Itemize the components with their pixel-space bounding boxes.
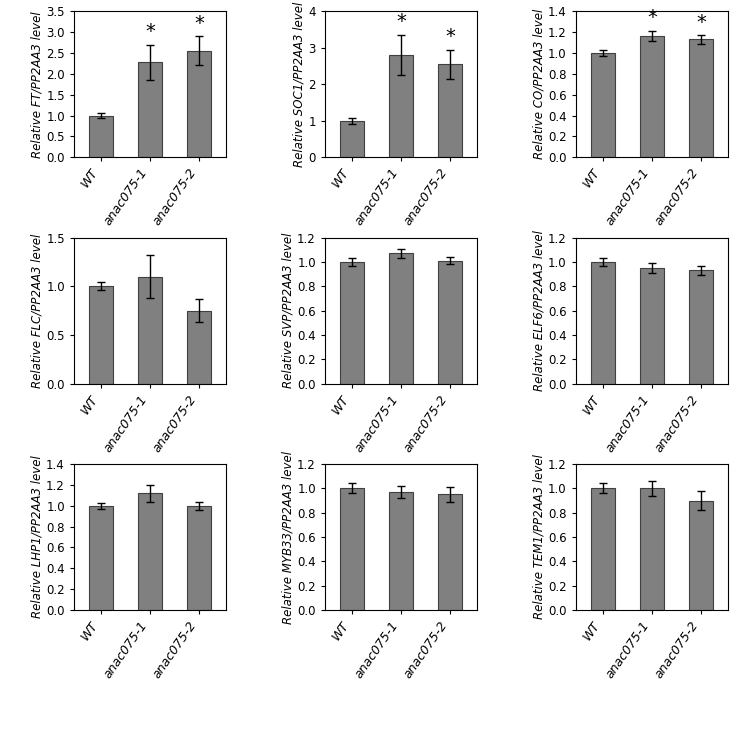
Bar (639, 36, 664, 157)
Bar (340, 488, 364, 610)
Bar (590, 262, 615, 384)
Bar (187, 311, 211, 384)
Bar (689, 501, 713, 610)
Text: *: * (396, 12, 406, 31)
Bar (590, 53, 615, 157)
Text: *: * (445, 27, 455, 46)
Text: *: * (194, 13, 204, 33)
Bar (137, 493, 163, 610)
Bar (437, 64, 462, 157)
Bar (437, 260, 462, 384)
Y-axis label: Relative MYB33/PP2AA3 level: Relative MYB33/PP2AA3 level (282, 451, 294, 623)
Y-axis label: Relative SVP/PP2AA3 level: Relative SVP/PP2AA3 level (282, 233, 294, 388)
Text: *: * (145, 22, 155, 42)
Bar (340, 121, 364, 157)
Bar (389, 254, 413, 384)
Y-axis label: Relative SOC1/PP2AA3 level: Relative SOC1/PP2AA3 level (293, 1, 305, 167)
Bar (137, 277, 163, 384)
Bar (437, 495, 462, 610)
Bar (389, 492, 413, 610)
Bar (89, 115, 113, 157)
Bar (389, 55, 413, 157)
Y-axis label: Relative CO/PP2AA3 level: Relative CO/PP2AA3 level (532, 9, 545, 159)
Bar (639, 268, 664, 384)
Text: *: * (696, 13, 706, 31)
Bar (689, 39, 713, 157)
Text: *: * (647, 8, 657, 28)
Bar (89, 506, 113, 610)
Bar (639, 488, 664, 610)
Y-axis label: Relative ELF6/PP2AA3 level: Relative ELF6/PP2AA3 level (532, 230, 545, 391)
Bar (340, 262, 364, 384)
Y-axis label: Relative LHP1/PP2AA3 level: Relative LHP1/PP2AA3 level (30, 455, 44, 618)
Y-axis label: Relative TEM1/PP2AA3 level: Relative TEM1/PP2AA3 level (532, 455, 545, 620)
Y-axis label: Relative FT/PP2AA3 level: Relative FT/PP2AA3 level (30, 11, 44, 158)
Bar (89, 286, 113, 384)
Bar (187, 506, 211, 610)
Bar (187, 51, 211, 157)
Bar (137, 62, 163, 157)
Bar (590, 488, 615, 610)
Bar (689, 271, 713, 384)
Y-axis label: Relative FLC/PP2AA3 level: Relative FLC/PP2AA3 level (30, 234, 44, 388)
